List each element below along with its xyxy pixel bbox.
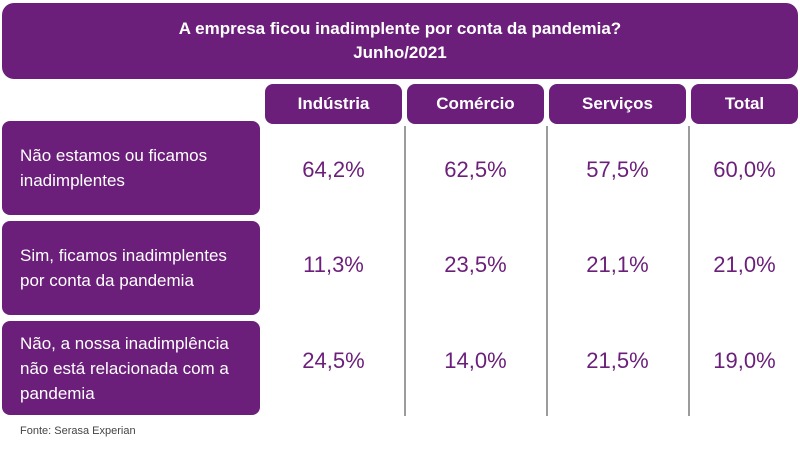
table-cell: 21,5% (586, 348, 649, 373)
table-cell: 14,0% (444, 348, 507, 373)
row-label-sim-pandemia: Sim, ficamos inadimplentes por conta da … (2, 221, 260, 315)
column-header-industria: Indústria (265, 84, 402, 124)
column-divider (404, 126, 406, 416)
row-label-nao-inadimplentes: Não estamos ou ficamos inadimplentes (2, 121, 260, 215)
column-divider (546, 126, 548, 416)
chart-title: A empresa ficou inadimplente por conta d… (178, 19, 622, 38)
table-cell: 57,5% (586, 157, 649, 182)
chart-subtitle: Junho/2021 (353, 43, 447, 62)
table-cell: 11,3% (303, 252, 364, 277)
table-cell: 21,1% (586, 252, 649, 277)
table-cell: 62,5% (444, 157, 507, 182)
table-cell: 19,0% (713, 348, 776, 373)
table-cell: 23,5% (444, 252, 507, 277)
table-cell: 24,5% (302, 348, 365, 373)
column-header-comercio: Comércio (407, 84, 544, 124)
source-note: Fonte: Serasa Experian (20, 425, 136, 437)
row-label-text: Sim, ficamos inadimplentes por conta da … (20, 246, 227, 290)
row-label-text: Não, a nossa inadimplência não está rela… (20, 333, 229, 403)
table-cell: 60,0% (713, 157, 776, 182)
table-cell: 21,0% (713, 252, 776, 277)
row-label-nao-relacionada: Não, a nossa inadimplência não está rela… (2, 321, 260, 415)
column-header-servicos: Serviços (549, 84, 686, 124)
chart-title-box: A empresa ficou inadimplente por conta d… (2, 3, 798, 79)
column-divider (688, 126, 690, 416)
row-label-text: Não estamos ou ficamos inadimplentes (20, 146, 208, 190)
table-cell: 64,2% (302, 157, 365, 182)
column-header-total: Total (691, 84, 798, 124)
